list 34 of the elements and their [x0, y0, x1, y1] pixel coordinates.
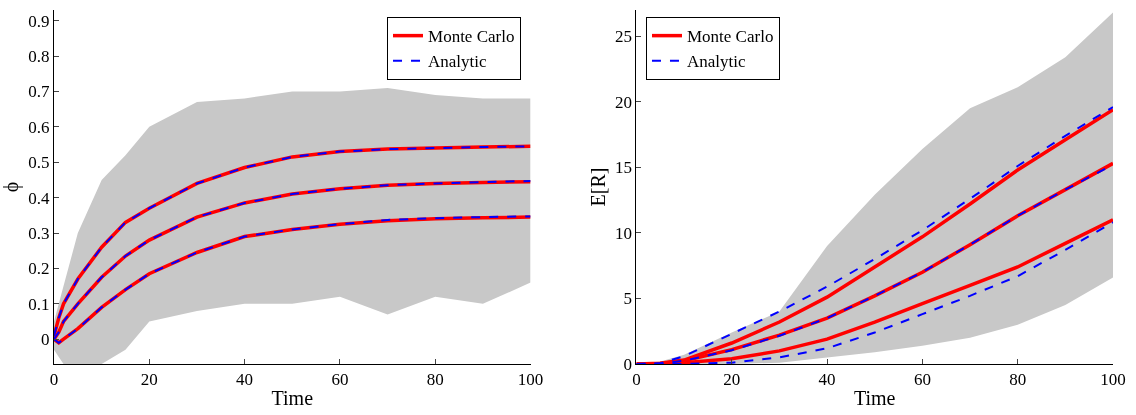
x-tick-label: 80	[426, 370, 444, 390]
x-tick-label: 60	[331, 370, 349, 390]
y-tick-label: 0.4	[28, 188, 51, 208]
y-tick-label: 0.7	[28, 82, 51, 102]
y-tick-label: 0.8	[28, 46, 50, 66]
y-axis-title: E[R]	[586, 167, 609, 207]
y-tick-label: 25	[615, 27, 633, 47]
y-tick-label: 0	[41, 330, 50, 350]
x-tick-label: 80	[1009, 370, 1027, 390]
y-tick-label: 0.3	[28, 223, 50, 243]
y-tick-label: 20	[615, 92, 633, 112]
y-tick-label: 0.9	[28, 11, 50, 31]
legend-label: Monte Carlo	[428, 27, 515, 47]
legend-label: Monte Carlo	[686, 27, 774, 47]
x-axis-title: Time	[271, 386, 314, 409]
x-tick-label: 100	[1100, 370, 1126, 390]
legend-label: Analytic	[686, 52, 746, 72]
y-tick-label: 0	[623, 354, 633, 374]
y-tick-label: 5	[623, 289, 633, 309]
y-tick-label: 0.5	[28, 153, 50, 173]
y-tick-label: 10	[615, 223, 633, 243]
legend-label: Analytic	[428, 52, 488, 72]
x-tick-label: 100	[517, 370, 544, 390]
x-tick-label: 60	[913, 370, 931, 390]
x-tick-label: 40	[818, 370, 836, 390]
y-tick-label: 0.1	[28, 294, 50, 314]
x-tick-label: 20	[723, 370, 741, 390]
y-axis-title: ϕ	[0, 181, 23, 193]
x-tick-label: 20	[140, 370, 158, 390]
y-tick-label: 0.6	[28, 117, 50, 137]
x-axis-title: Time	[853, 386, 896, 409]
y-tick-label: 15	[615, 158, 633, 178]
x-tick-label: 40	[236, 370, 254, 390]
y-tick-label: 0.2	[28, 259, 50, 279]
